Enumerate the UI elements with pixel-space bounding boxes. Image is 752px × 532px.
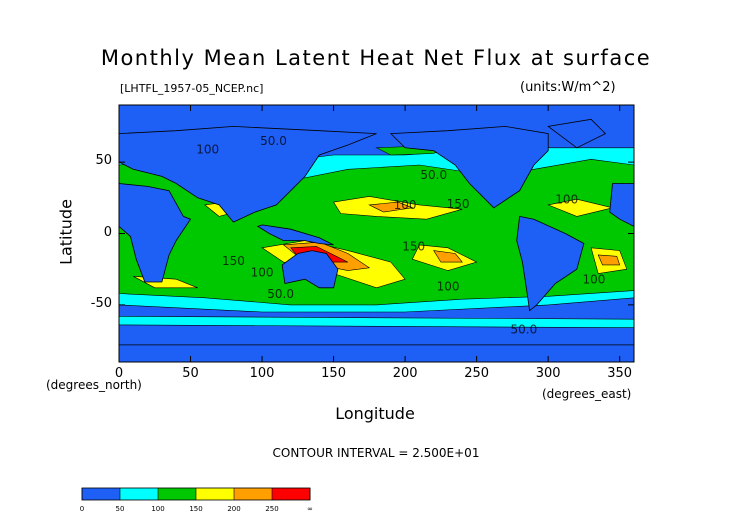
y-tick-label: -50 xyxy=(90,295,112,311)
y-axis-units: (degrees_north) xyxy=(46,378,142,392)
contour-label: 150 xyxy=(222,254,245,268)
contour-labels: 50.0 100 50.0 100 150 100 150 100 50.0 150 100 100 5… xyxy=(196,134,605,336)
y-tick-label: 50 xyxy=(95,153,112,169)
x-tick-label: 300 xyxy=(535,366,561,381)
colorbar-swatch xyxy=(139,488,159,500)
contour-label: 150 xyxy=(402,240,425,254)
colorbar-level-label: 200 xyxy=(227,505,241,513)
colorbar-level-label: 100 xyxy=(151,505,165,513)
colorbar-level-label: 150 xyxy=(189,505,203,513)
x-tick-label: 100 xyxy=(249,366,275,381)
contour-label: 50.0 xyxy=(510,322,537,336)
colorbar-level-label: ∞ xyxy=(307,505,313,513)
x-tick-label: 150 xyxy=(321,366,346,381)
contour-label: 50.0 xyxy=(420,168,447,182)
colorbar-swatch xyxy=(291,488,311,500)
x-axis-label: Longitude xyxy=(335,404,415,423)
colorbar-swatch xyxy=(272,488,292,500)
x-tick-label: 350 xyxy=(607,366,633,381)
contour-label: 100 xyxy=(196,143,219,157)
contour-label: 100 xyxy=(555,193,578,207)
contour-label: 100 xyxy=(251,265,274,279)
x-tick-label: 200 xyxy=(392,366,418,381)
x-axis-units: (degrees_east) xyxy=(542,387,632,401)
colorbar xyxy=(81,487,311,501)
colorbar-level-label: 50 xyxy=(115,505,125,513)
colorbar-swatch xyxy=(82,488,102,500)
y-tick-label: 0 xyxy=(103,224,112,240)
contour-label: 150 xyxy=(447,197,470,211)
colorbar-level-label: 250 xyxy=(265,505,279,513)
file-name: [LHTFL_1957-05_NCEP.nc] xyxy=(120,82,264,95)
x-tick-label: 0 xyxy=(114,366,124,381)
x-tick-label: 50 xyxy=(182,366,199,381)
contour-label: 100 xyxy=(394,198,417,212)
contour-label: 100 xyxy=(582,272,605,286)
x-tick-label: 250 xyxy=(464,366,490,381)
colorbar-swatch xyxy=(234,488,254,500)
units-label: (units:W/m^2) xyxy=(520,80,616,95)
colorbar-level-label: 0 xyxy=(79,505,85,513)
contour-label: 100 xyxy=(437,280,460,294)
colorbar-swatch xyxy=(177,488,197,500)
heatmap-field xyxy=(119,105,634,362)
colorbar-swatch xyxy=(196,488,216,500)
colorbar-swatch xyxy=(120,488,140,500)
colorbar-swatch xyxy=(101,488,121,500)
contour-label: 50.0 xyxy=(267,287,294,301)
colorbar-swatch xyxy=(215,488,235,500)
colorbar-swatch xyxy=(158,488,178,500)
contour-interval: CONTOUR INTERVAL = 2.500E+01 xyxy=(272,446,480,460)
contour-label: 50.0 xyxy=(260,134,287,148)
axis-ticks xyxy=(118,105,634,362)
chart-title: Monthly Mean Latent Heat Net Flux at sur… xyxy=(100,46,652,70)
colorbar-swatch xyxy=(253,488,273,500)
